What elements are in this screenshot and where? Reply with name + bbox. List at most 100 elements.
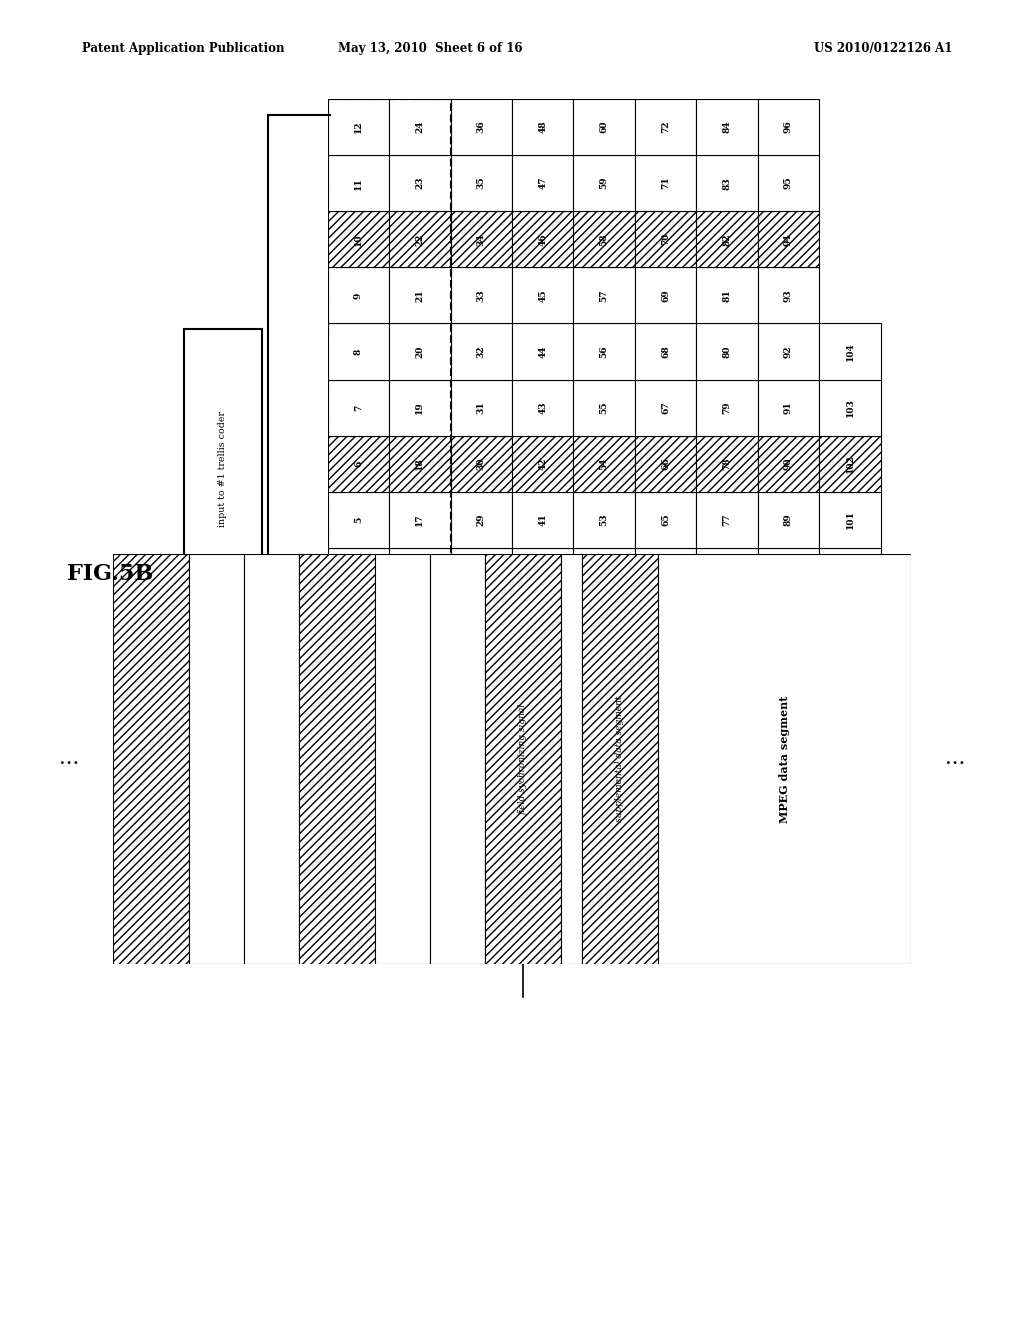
Text: 21: 21 <box>416 289 424 302</box>
Bar <box>328 436 389 492</box>
Bar <box>635 660 696 715</box>
Text: field sychronizing signal: field sychronizing signal <box>518 704 527 814</box>
Bar <box>188 554 244 964</box>
Bar <box>819 436 881 492</box>
Text: 45: 45 <box>539 289 547 301</box>
Bar <box>484 554 560 964</box>
Bar <box>635 715 696 772</box>
Bar <box>819 436 881 492</box>
Text: 63: 63 <box>662 626 670 639</box>
Text: 36: 36 <box>477 120 485 133</box>
Bar <box>758 715 819 772</box>
Bar <box>819 380 881 436</box>
Bar <box>573 323 635 380</box>
Text: 16: 16 <box>416 569 424 582</box>
Text: 90: 90 <box>784 458 793 470</box>
Bar <box>819 715 881 772</box>
Bar <box>328 268 389 323</box>
Bar <box>696 323 758 380</box>
Bar <box>451 268 512 323</box>
Text: 83: 83 <box>723 177 731 190</box>
Bar <box>635 211 696 267</box>
Bar <box>635 156 696 211</box>
Text: input to #1 trellis coder: input to #1 trellis coder <box>218 411 227 527</box>
Bar <box>696 156 758 211</box>
Text: 62: 62 <box>662 681 670 694</box>
Text: 29: 29 <box>477 513 485 527</box>
Bar <box>512 492 573 548</box>
Text: Patent Application Publication: Patent Application Publication <box>82 42 285 55</box>
Bar <box>635 99 696 154</box>
Bar <box>573 99 635 154</box>
Bar <box>696 211 758 267</box>
Bar <box>389 436 451 492</box>
Bar <box>328 99 389 154</box>
Text: ...: ... <box>58 750 79 768</box>
Text: 37: 37 <box>539 738 547 751</box>
Text: 73: 73 <box>723 738 731 751</box>
Text: 101: 101 <box>846 511 854 529</box>
Bar <box>560 554 582 964</box>
Text: 60: 60 <box>600 121 608 133</box>
Text: 57: 57 <box>600 289 608 301</box>
Text: 10: 10 <box>354 234 362 246</box>
Bar <box>451 548 512 605</box>
Bar <box>573 548 635 605</box>
Bar <box>328 605 389 660</box>
Text: 15: 15 <box>416 626 424 639</box>
Text: 100: 100 <box>846 566 854 585</box>
Bar <box>389 436 451 492</box>
Bar <box>328 211 389 267</box>
Bar <box>758 605 819 660</box>
Bar <box>758 99 819 154</box>
Bar <box>389 715 451 772</box>
Bar <box>451 660 512 715</box>
Bar <box>696 268 758 323</box>
Bar <box>635 211 696 267</box>
Bar <box>635 268 696 323</box>
Bar <box>451 211 512 267</box>
Text: 68: 68 <box>662 345 670 358</box>
Bar <box>573 660 635 715</box>
Bar <box>758 211 819 267</box>
Bar <box>758 660 819 715</box>
Text: 35: 35 <box>477 177 485 190</box>
Text: 102: 102 <box>846 454 854 473</box>
Text: 66: 66 <box>662 457 670 470</box>
Bar <box>696 660 758 715</box>
Bar <box>299 554 375 964</box>
Text: 53: 53 <box>600 513 608 527</box>
Bar <box>512 156 573 211</box>
Text: 39: 39 <box>539 626 547 639</box>
Bar <box>328 548 389 605</box>
Bar <box>328 323 389 380</box>
Bar <box>451 211 512 267</box>
Bar <box>512 436 573 492</box>
Bar <box>389 156 451 211</box>
Bar <box>113 554 188 964</box>
Bar <box>328 715 389 772</box>
Text: 2: 2 <box>354 685 362 692</box>
Text: 7: 7 <box>354 404 362 411</box>
Bar <box>635 660 696 715</box>
Text: FIG.5B: FIG.5B <box>67 564 153 585</box>
Text: 59: 59 <box>600 177 608 190</box>
Bar <box>758 323 819 380</box>
Bar <box>635 323 696 380</box>
Text: 78: 78 <box>723 457 731 470</box>
Bar <box>758 436 819 492</box>
Text: 6: 6 <box>354 461 362 467</box>
Bar <box>758 492 819 548</box>
Text: 94: 94 <box>784 232 793 246</box>
Text: MPEG data segment: MPEG data segment <box>779 696 791 822</box>
Bar <box>512 715 573 772</box>
Text: 44: 44 <box>539 346 547 358</box>
Bar <box>758 211 819 267</box>
Bar <box>635 605 696 660</box>
Text: 50: 50 <box>600 682 608 694</box>
Text: 72: 72 <box>662 121 670 133</box>
Bar <box>299 554 375 964</box>
Bar <box>389 380 451 436</box>
Text: 86: 86 <box>784 681 793 694</box>
Text: 54: 54 <box>600 458 608 470</box>
